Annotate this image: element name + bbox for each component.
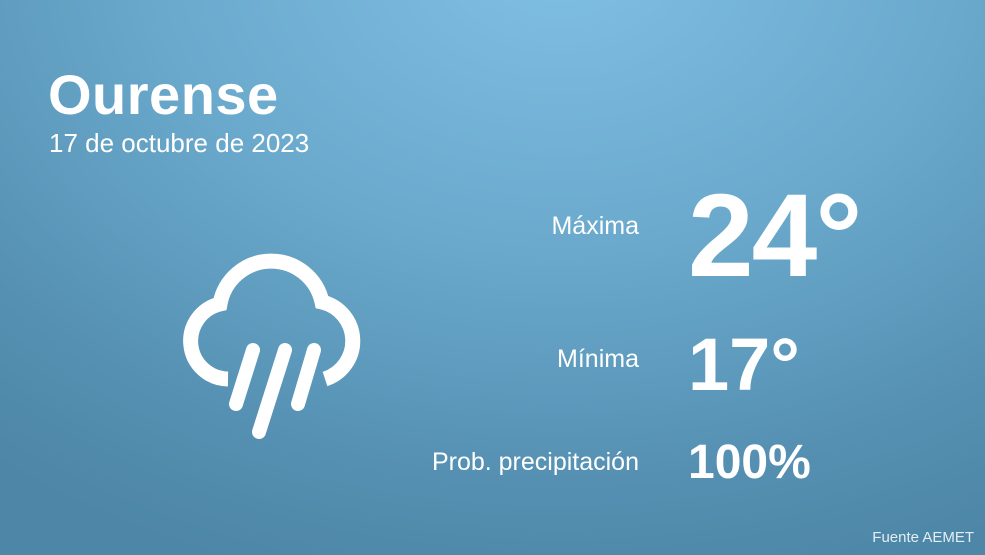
precip-prob-value: 100% [688, 436, 811, 489]
cloud-outline [183, 253, 361, 387]
max-temp-value: 24° [688, 170, 862, 302]
rain-drop-line [291, 343, 321, 411]
rain-drop-line [252, 343, 292, 439]
max-temp-label: Máxima [551, 212, 639, 240]
source-credit: Fuente AEMET [872, 529, 974, 546]
city-title: Ourense [48, 63, 279, 126]
precip-prob-label: Prob. precipitación [431, 448, 639, 476]
min-temp-value: 17° [688, 323, 800, 406]
min-temp-label: Mínima [557, 345, 639, 373]
rain-drop-line [229, 343, 260, 411]
forecast-date: 17 de octubre de 2023 [49, 128, 310, 158]
